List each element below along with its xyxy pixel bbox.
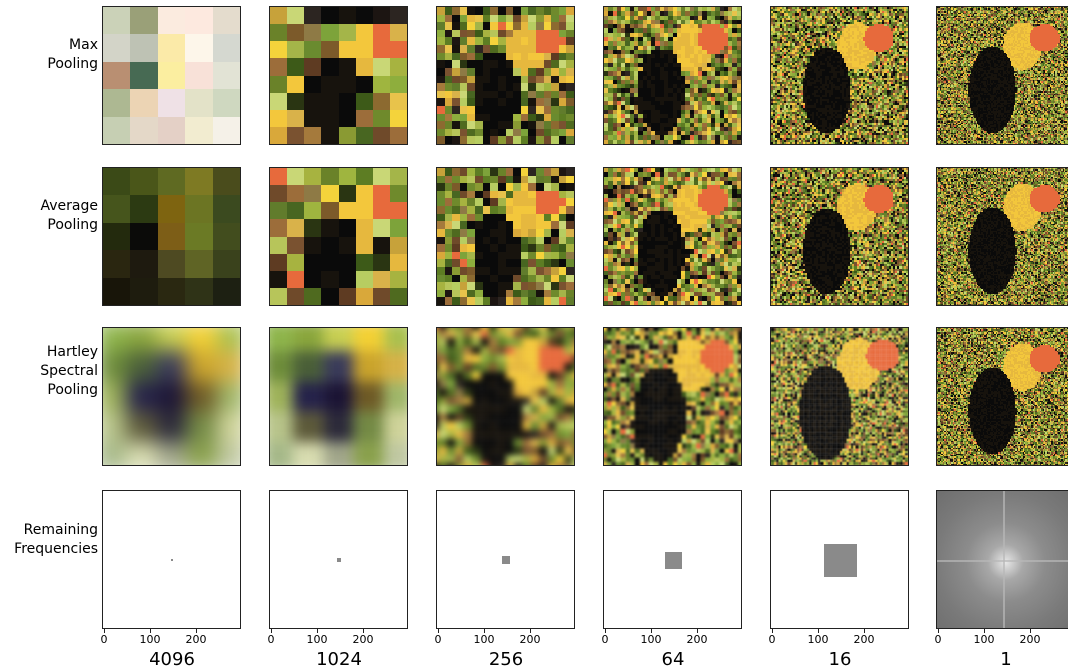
x-tick-label: 200 — [854, 634, 875, 646]
frequency-axis-line — [1002, 491, 1005, 628]
x-tick-mark — [104, 629, 105, 633]
hartley-spectral-pooling-image-4096 — [102, 327, 241, 466]
max-pooling-image-64 — [603, 6, 742, 145]
average-pooling-image-256 — [436, 167, 575, 306]
average-pooling-image-16 — [770, 167, 909, 306]
x-tick-mark — [271, 629, 272, 633]
x-tick-mark — [651, 629, 652, 633]
x-tick-label: 200 — [687, 634, 708, 646]
remaining-frequency-region — [664, 551, 682, 569]
average-pooling-image-1024 — [269, 167, 408, 306]
remaining-frequencies-plot-16 — [770, 490, 909, 629]
row-label-average-pooling: Average Pooling — [41, 197, 99, 235]
x-tick-mark — [196, 629, 197, 633]
x-tick-label: 200 — [353, 634, 374, 646]
x-tick-mark — [317, 629, 318, 633]
x-tick-mark — [438, 629, 439, 633]
x-tick-label: 200 — [186, 634, 207, 646]
average-pooling-image-1 — [936, 167, 1068, 306]
x-tick-label: 100 — [641, 634, 662, 646]
row-label-line: Spectral — [40, 362, 98, 381]
x-tick-label: 100 — [307, 634, 328, 646]
remaining-frequencies-plot-256 — [436, 490, 575, 629]
column-label-16: 16 — [829, 650, 852, 670]
remaining-frequency-region — [337, 558, 341, 562]
remaining-frequencies-plot-1024 — [269, 490, 408, 629]
x-tick-mark — [938, 629, 939, 633]
x-tick-mark — [363, 629, 364, 633]
column-label-256: 256 — [489, 650, 523, 670]
x-tick-label: 200 — [1020, 634, 1041, 646]
row-label-line: Max — [47, 36, 98, 55]
row-label-line: Pooling — [47, 55, 98, 74]
row-label-remaining-frequencies: Remaining Frequencies — [14, 521, 98, 559]
remaining-frequencies-plot-4096 — [102, 490, 241, 629]
row-label-hartley-spectral-pooling: Hartley Spectral Pooling — [40, 343, 98, 400]
column-label-1024: 1024 — [316, 650, 362, 670]
row-label-line: Pooling — [41, 216, 98, 235]
x-tick-mark — [984, 629, 985, 633]
x-tick-label: 0 — [602, 634, 609, 646]
x-tick-mark — [697, 629, 698, 633]
x-tick-mark — [530, 629, 531, 633]
x-tick-mark — [772, 629, 773, 633]
x-tick-label: 100 — [474, 634, 495, 646]
max-pooling-image-256 — [436, 6, 575, 145]
x-tick-label: 0 — [435, 634, 442, 646]
x-tick-mark — [1030, 629, 1031, 633]
remaining-frequencies-plot-64 — [603, 490, 742, 629]
average-pooling-image-64 — [603, 167, 742, 306]
row-label-max-pooling: Max Pooling — [47, 36, 98, 74]
hartley-spectral-pooling-image-1 — [936, 327, 1068, 466]
frequency-axis-line — [937, 559, 1068, 562]
x-tick-label: 0 — [268, 634, 275, 646]
remaining-frequency-region — [502, 556, 510, 564]
row-label-line: Frequencies — [14, 540, 98, 559]
x-tick-mark — [864, 629, 865, 633]
x-tick-label: 100 — [974, 634, 995, 646]
x-tick-label: 0 — [935, 634, 942, 646]
column-label-1: 1 — [1000, 650, 1011, 670]
x-tick-label: 100 — [140, 634, 161, 646]
max-pooling-image-1 — [936, 6, 1068, 145]
hartley-spectral-pooling-image-1024 — [269, 327, 408, 466]
average-pooling-image-4096 — [102, 167, 241, 306]
remaining-frequencies-plot-1 — [936, 490, 1068, 629]
hartley-spectral-pooling-image-64 — [603, 327, 742, 466]
x-tick-label: 100 — [808, 634, 829, 646]
x-tick-label: 200 — [520, 634, 541, 646]
row-label-line: Hartley — [40, 343, 98, 362]
column-label-64: 64 — [662, 650, 685, 670]
x-tick-label: 0 — [101, 634, 108, 646]
remaining-frequency-region — [171, 559, 173, 561]
max-pooling-image-16 — [770, 6, 909, 145]
remaining-frequency-region — [823, 543, 857, 577]
x-tick-mark — [484, 629, 485, 633]
row-label-line: Pooling — [40, 381, 98, 400]
hartley-spectral-pooling-image-16 — [770, 327, 909, 466]
column-label-4096: 4096 — [149, 650, 195, 670]
x-tick-mark — [605, 629, 606, 633]
x-tick-label: 0 — [769, 634, 776, 646]
x-tick-mark — [150, 629, 151, 633]
x-tick-mark — [818, 629, 819, 633]
row-label-line: Remaining — [14, 521, 98, 540]
row-label-line: Average — [41, 197, 99, 216]
hartley-spectral-pooling-image-256 — [436, 327, 575, 466]
max-pooling-image-1024 — [269, 6, 408, 145]
max-pooling-image-4096 — [102, 6, 241, 145]
